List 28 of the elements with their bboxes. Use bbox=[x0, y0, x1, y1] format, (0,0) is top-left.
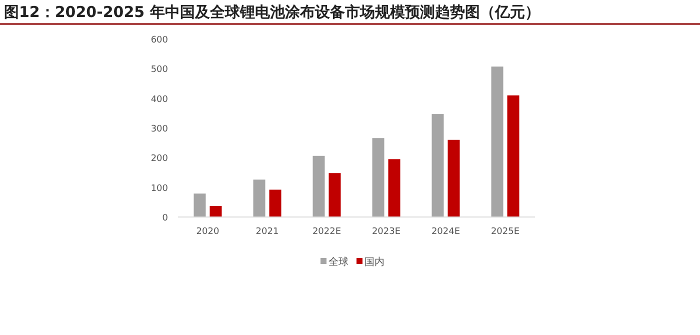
bar bbox=[210, 206, 222, 217]
y-tick-label: 300 bbox=[150, 124, 168, 134]
bar bbox=[312, 156, 325, 217]
legend-label: 国内 bbox=[364, 256, 384, 268]
bar bbox=[432, 114, 444, 217]
bar bbox=[328, 173, 341, 217]
legend-label: 全球 bbox=[328, 256, 348, 268]
y-tick-label: 600 bbox=[150, 36, 168, 46]
bar bbox=[448, 140, 460, 217]
y-tick-label: 100 bbox=[150, 184, 168, 194]
x-tick-label: 2020 bbox=[196, 227, 220, 237]
bar bbox=[491, 66, 504, 217]
bar bbox=[388, 159, 400, 217]
bar bbox=[507, 95, 520, 217]
x-tick-label: 2025E bbox=[490, 227, 520, 237]
bar bbox=[269, 190, 282, 217]
bar bbox=[194, 194, 206, 217]
y-tick-label: 200 bbox=[150, 154, 168, 164]
y-tick-label: 400 bbox=[150, 94, 168, 105]
chart-title: 图12：2020-2025 年中国及全球锂电池涂布设备市场规模预测趋势图（亿元） bbox=[4, 3, 540, 21]
x-tick-label: 2023E bbox=[372, 227, 401, 237]
y-tick-label: 500 bbox=[150, 65, 168, 76]
x-tick-label: 2024E bbox=[431, 227, 460, 237]
bar bbox=[253, 180, 266, 217]
y-tick-label: 0 bbox=[162, 214, 168, 224]
bar bbox=[372, 138, 384, 217]
x-tick-label: 2022E bbox=[312, 227, 342, 237]
x-tick-label: 2021 bbox=[256, 227, 279, 237]
